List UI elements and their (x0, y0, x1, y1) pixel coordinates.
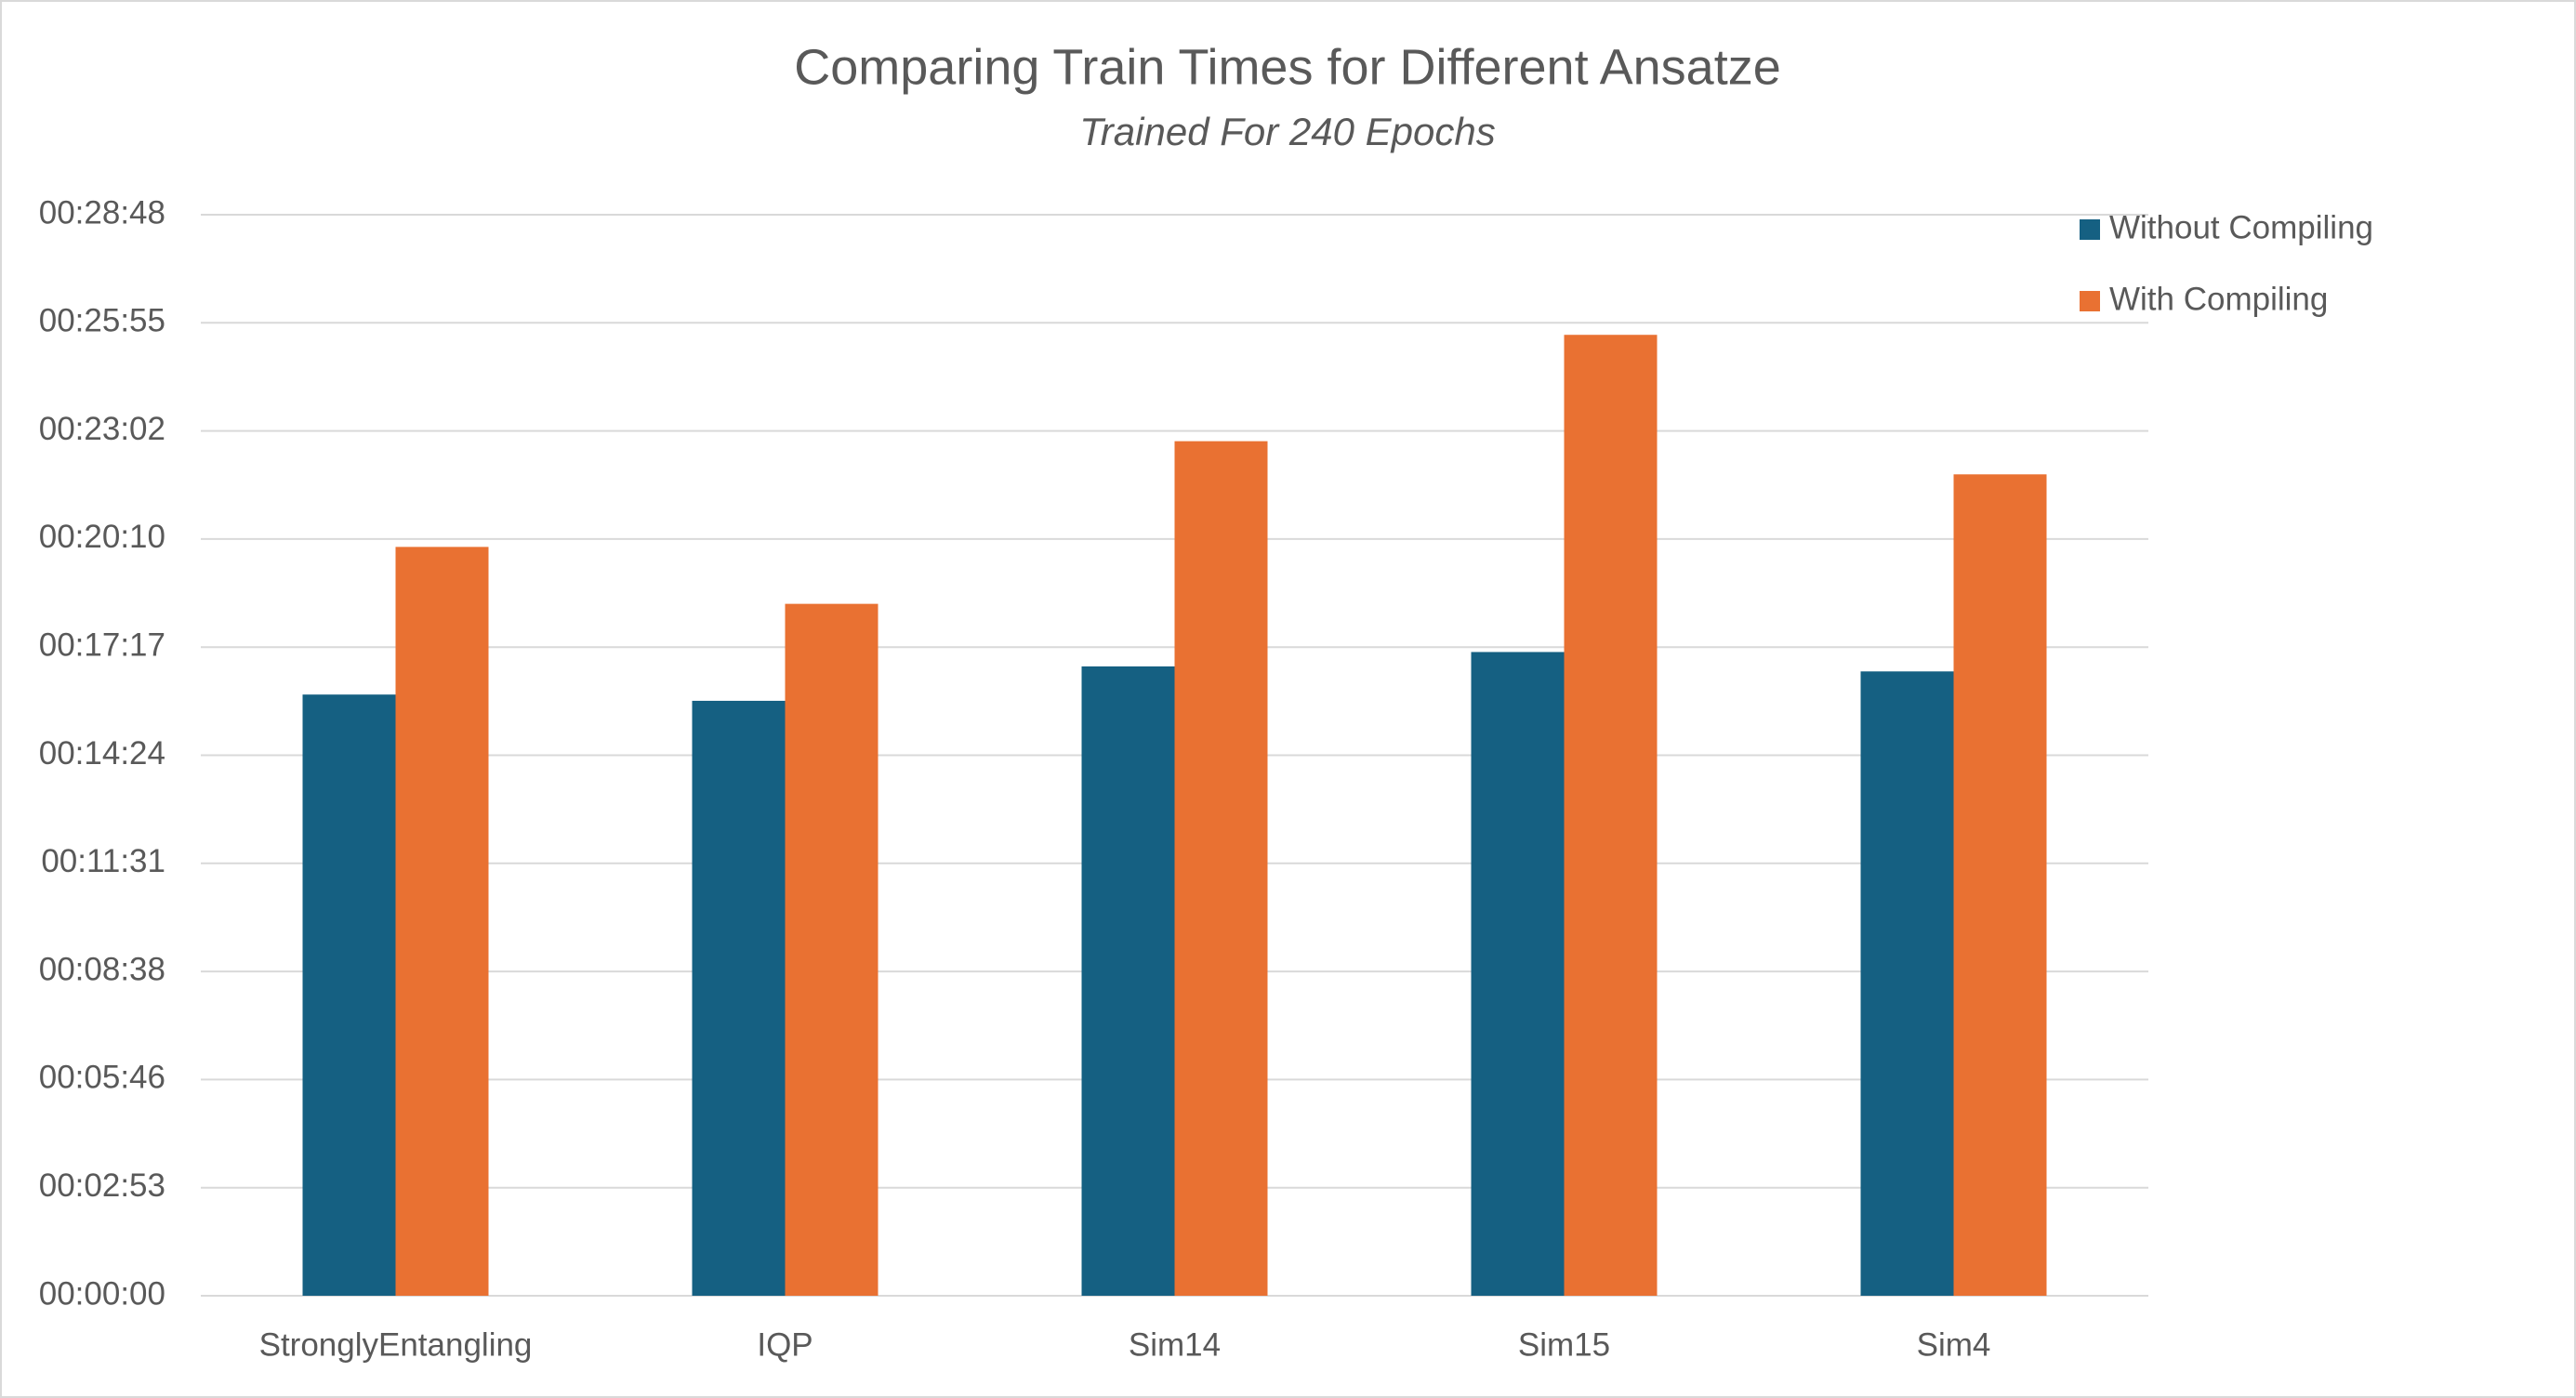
bar (1081, 666, 1175, 1296)
bar (395, 547, 489, 1296)
y-tick-label: 00:00:00 (39, 1275, 165, 1312)
bar (1471, 652, 1565, 1296)
y-tick-label: 00:25:55 (39, 303, 165, 339)
y-tick-label: 00:11:31 (41, 843, 165, 879)
y-tick-label: 00:28:48 (39, 194, 165, 231)
y-tick-label: 00:20:10 (39, 519, 165, 555)
legend-label: With Compiling (2109, 281, 2328, 317)
y-tick-label: 00:08:38 (39, 951, 165, 987)
legend-swatch (2080, 291, 2100, 311)
bar (1953, 474, 2047, 1296)
x-tick-label: StronglyEntangling (259, 1326, 533, 1363)
y-tick-label: 00:02:53 (39, 1167, 165, 1204)
chart-subtitle: Trained For 240 Epochs (1079, 110, 1495, 153)
x-tick-label: Sim4 (1917, 1326, 1991, 1363)
y-tick-label: 00:14:24 (39, 735, 165, 772)
y-tick-label: 00:05:46 (39, 1060, 165, 1096)
y-tick-label: 00:23:02 (39, 411, 165, 447)
x-tick-label: Sim14 (1129, 1326, 1221, 1363)
x-tick-label: Sim15 (1518, 1326, 1610, 1363)
y-tick-label: 00:17:17 (39, 626, 165, 663)
bar (692, 700, 786, 1296)
bar (302, 694, 396, 1296)
x-tick-label: IQP (757, 1326, 812, 1363)
legend-label: Without Compiling (2109, 209, 2373, 245)
bar (1174, 441, 1268, 1297)
bar (785, 603, 878, 1296)
bar (1860, 671, 1954, 1296)
legend-swatch (2080, 219, 2100, 240)
chart-title: Comparing Train Times for Different Ansa… (794, 39, 1780, 95)
bar (1564, 335, 1658, 1297)
